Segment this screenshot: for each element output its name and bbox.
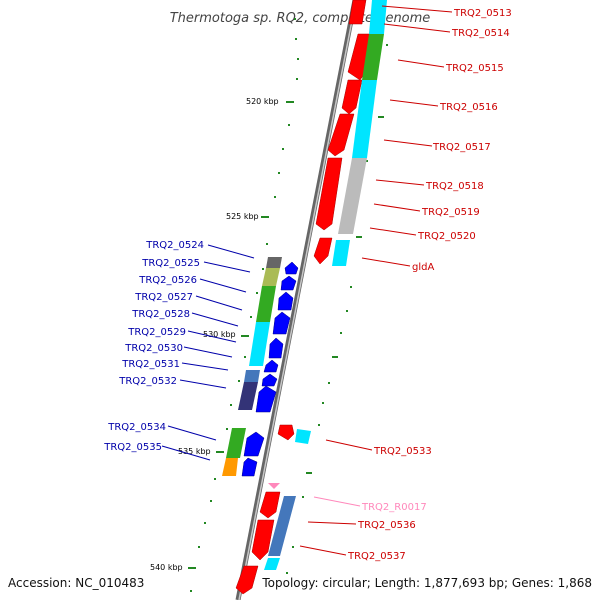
cog-orange-1 — [222, 458, 238, 476]
gene-TRQ2_0528[interactable] — [272, 311, 291, 335]
genome-backbone — [235, 0, 358, 600]
gene-TRQ2_0536-a[interactable] — [259, 491, 281, 519]
cog-navy-1 — [238, 382, 258, 410]
accession-text: Accession: NC_010483 — [8, 576, 144, 590]
cog-olive-1 — [262, 268, 280, 286]
position-scale: 520 kbp 525 kbp 530 kbp 535 kbp 540 kbp — [150, 97, 294, 572]
kbp-label-520: 520 kbp — [246, 97, 279, 106]
cog-cyan-3 — [332, 240, 350, 266]
kbp-label-530: 530 kbp — [203, 330, 236, 339]
cog-green-1 — [362, 34, 384, 80]
cog-cyan-4 — [295, 429, 311, 444]
cog-cyan-5 — [264, 558, 280, 570]
left-leaders — [161, 244, 255, 461]
cog-green-2 — [256, 286, 276, 322]
gene-label-left[interactable]: TRQ2_0530 — [124, 343, 183, 354]
gene-TRQ2_0532[interactable] — [255, 385, 277, 413]
reverse-cog-ring — [222, 257, 282, 476]
gene-TRQ2_0534[interactable] — [243, 431, 265, 457]
gene-TRQ2_0536[interactable] — [251, 519, 275, 561]
cog-cyan-1 — [369, 0, 387, 34]
rna-label[interactable]: TRQ2_R0017 — [361, 502, 427, 513]
gene-label-left[interactable]: TRQ2_0525 — [141, 258, 200, 269]
gene-label-right[interactable]: TRQ2_0519 — [421, 207, 480, 218]
gene-label-right[interactable]: TRQ2_0520 — [417, 231, 476, 242]
rna-leader — [313, 496, 361, 507]
gene-label-left[interactable]: TRQ2_0532 — [118, 376, 177, 387]
gene-label-right[interactable]: TRQ2_0518 — [425, 181, 484, 192]
gene-gldA[interactable] — [313, 237, 333, 265]
gene-label-right[interactable]: TRQ2_0536 — [357, 520, 416, 531]
cog-darkgray-1 — [266, 257, 282, 268]
gene-label-left[interactable]: TRQ2_0524 — [145, 240, 204, 251]
cog-steel-2 — [244, 370, 260, 382]
gene-label-left[interactable]: TRQ2_0534 — [107, 422, 166, 433]
gene-TRQ2_0535[interactable] — [241, 457, 258, 477]
gc-dots-inner — [190, 18, 299, 592]
gene-label-right[interactable]: TRQ2_0537 — [347, 551, 406, 562]
gene-TRQ2_0513[interactable] — [348, 0, 367, 25]
kbp-label-540: 540 kbp — [150, 563, 183, 572]
reverse-strand-genes — [241, 261, 299, 477]
gene-label-left[interactable]: TRQ2_0526 — [138, 275, 197, 286]
gene-label-right[interactable]: TRQ2_0516 — [439, 102, 498, 113]
gene-label-left[interactable]: TRQ2_0527 — [134, 292, 193, 303]
gene-label-right[interactable]: TRQ2_0533 — [373, 446, 432, 457]
cog-steel-1 — [268, 496, 296, 556]
gc-dots-outer — [286, 44, 388, 574]
cog-cyan-6 — [249, 322, 270, 366]
genome-stats-text: Topology: circular; Length: 1,877,693 bp… — [261, 576, 592, 590]
gene-label-left[interactable]: TRQ2_0535 — [103, 442, 162, 453]
gene-TRQ2_0533[interactable] — [277, 424, 295, 441]
gene-TRQ2_0529[interactable] — [268, 337, 284, 359]
gene-label-right[interactable]: TRQ2_0513 — [453, 8, 512, 19]
gene-label-left[interactable]: TRQ2_0529 — [127, 327, 186, 338]
cog-cyan-2 — [352, 80, 377, 158]
gene-TRQ2_0532-a[interactable] — [261, 373, 278, 387]
cog-gray-1 — [338, 158, 367, 234]
gene-TRQ2_0525[interactable] — [280, 275, 297, 291]
cog-green-3 — [226, 428, 246, 458]
gene-label-left[interactable]: TRQ2_0531 — [121, 359, 180, 370]
gene-label-right[interactable]: TRQ2_0517 — [432, 142, 491, 153]
gene-TRQ2_0517[interactable] — [315, 157, 343, 231]
gene-label-right[interactable]: TRQ2_0515 — [445, 63, 504, 74]
gene-TRQ2_0526[interactable] — [277, 291, 294, 311]
right-leaders — [299, 5, 453, 556]
rna-gene-TRQ2_R0017[interactable] — [268, 483, 280, 489]
gene-TRQ2_0515[interactable] — [341, 79, 363, 115]
gene-label-right[interactable]: gldA — [412, 262, 434, 273]
gene-TRQ2_0531[interactable] — [263, 359, 279, 373]
kbp-label-525: 525 kbp — [226, 212, 259, 221]
gene-label-right[interactable]: TRQ2_0514 — [451, 28, 510, 39]
kbp-label-535: 535 kbp — [178, 447, 211, 456]
gene-TRQ2_0524[interactable] — [284, 261, 299, 275]
forward-cog-ring — [264, 0, 387, 570]
gene-TRQ2_0516[interactable] — [327, 113, 355, 157]
map-title: Thermotoga sp. RQ2, complete genome — [170, 11, 431, 26]
gene-TRQ2_0537[interactable] — [235, 565, 259, 595]
left-gene-labels: TRQ2_0524 TRQ2_0525 TRQ2_0526 TRQ2_0527 … — [103, 240, 204, 453]
right-gene-labels: TRQ2_0513 TRQ2_0514 TRQ2_0515 TRQ2_0516 … — [347, 8, 512, 562]
gene-label-left[interactable]: TRQ2_0528 — [131, 309, 190, 320]
